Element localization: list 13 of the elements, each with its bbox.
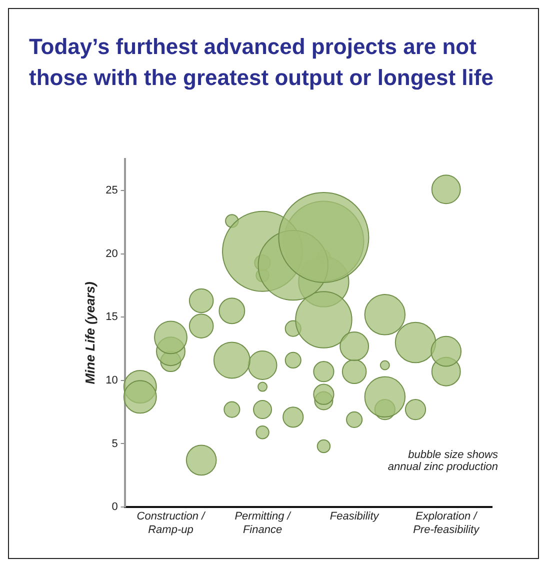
y-tick-label: 0 [112, 501, 118, 514]
x-tick-label: Construction / Ramp-up [136, 510, 206, 536]
chart-title: Today’s furthest advanced projects are not those with the greatest output or longest life [28, 33, 494, 92]
y-tick-label: 15 [106, 311, 118, 324]
y-tick-label: 20 [106, 248, 118, 260]
annotation: bubble size shows annual zinc production [386, 449, 498, 473]
y-tick-label: 10 [106, 374, 118, 386]
x-tick-label: Exploration / Pre-feasibility [413, 510, 481, 536]
x-tick-label: Feasibility [330, 510, 380, 523]
x-tick-label: Permitting / Finance [234, 510, 292, 536]
y-axis-title: Mine Life (years) [82, 282, 98, 384]
y-tick-label: 25 [106, 184, 118, 197]
y-tick-label: 5 [112, 438, 118, 450]
